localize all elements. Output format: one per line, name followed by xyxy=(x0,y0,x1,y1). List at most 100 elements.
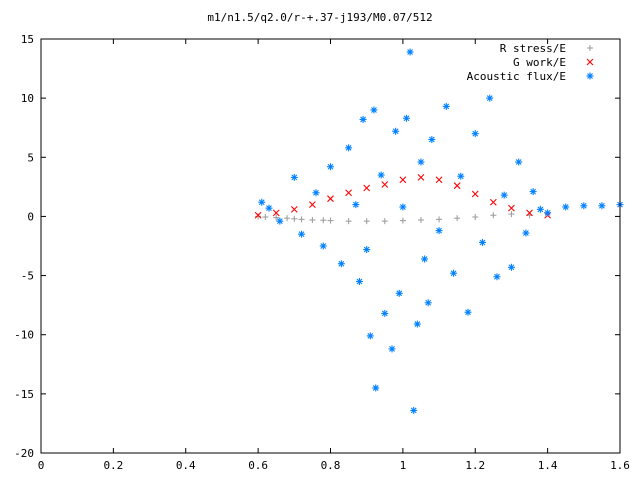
data-point xyxy=(255,213,262,220)
data-point xyxy=(352,201,360,209)
x-tick-label: 1 xyxy=(400,459,407,472)
star-d2 xyxy=(389,346,395,352)
data-point xyxy=(457,172,465,180)
data-point xyxy=(453,182,461,190)
cross-b xyxy=(471,190,479,198)
x-tick-label: 0.2 xyxy=(103,459,123,472)
y-tick-label: 15 xyxy=(21,33,34,46)
x-tick-label: 0.6 xyxy=(248,459,268,472)
star-d2 xyxy=(544,209,551,216)
cross-b xyxy=(327,195,334,203)
data-point xyxy=(355,277,363,285)
data-point xyxy=(454,215,461,222)
star-d2 xyxy=(363,246,370,253)
data-point xyxy=(395,289,403,297)
x-tick-label: 0.4 xyxy=(176,459,196,472)
star-d2 xyxy=(523,230,529,236)
star-d2 xyxy=(486,95,493,102)
data-point xyxy=(472,214,479,221)
star-d2 xyxy=(396,290,403,297)
data-point xyxy=(276,217,284,225)
star-d2 xyxy=(352,201,359,208)
data-point xyxy=(464,308,472,316)
series-acoustic-flux-e xyxy=(258,48,624,414)
data-point xyxy=(381,309,389,317)
legend-marker xyxy=(587,45,593,51)
star-d2 xyxy=(418,159,424,165)
star-d2 xyxy=(465,309,471,316)
data-point xyxy=(309,201,316,208)
data-point xyxy=(309,216,316,223)
data-point xyxy=(399,217,406,224)
legend-label: Acoustic flux/E xyxy=(467,70,566,83)
star-d2 xyxy=(381,310,388,317)
cross-b xyxy=(290,205,298,213)
data-point xyxy=(413,320,421,328)
star-d2 xyxy=(320,243,327,249)
legend-marker xyxy=(586,58,594,66)
data-point xyxy=(486,94,494,102)
star-d2 xyxy=(291,174,298,181)
data-point xyxy=(284,215,291,222)
cross-b xyxy=(272,209,280,217)
star-d2 xyxy=(392,128,399,135)
data-point xyxy=(359,115,367,123)
star-d2 xyxy=(266,205,272,212)
data-point xyxy=(363,184,371,192)
data-point xyxy=(424,299,432,307)
data-point xyxy=(450,269,458,277)
star-d2 xyxy=(276,218,283,225)
data-point xyxy=(406,48,414,56)
data-point xyxy=(337,260,345,268)
data-point xyxy=(580,202,588,210)
data-point xyxy=(372,384,380,392)
star-d2 xyxy=(298,231,305,238)
data-point xyxy=(436,216,443,223)
data-point xyxy=(327,163,334,171)
cross-b xyxy=(508,204,515,212)
y-tick-label: -5 xyxy=(21,270,34,283)
data-point xyxy=(428,136,436,144)
star-d2 xyxy=(428,136,435,143)
x-tick-label: 0.8 xyxy=(321,459,341,472)
data-point xyxy=(417,158,425,166)
data-point xyxy=(526,209,533,217)
y-tick-label: 10 xyxy=(21,92,34,105)
legend-label: R stress/E xyxy=(500,42,566,55)
star-d2 xyxy=(356,278,363,285)
data-point xyxy=(320,217,327,224)
data-point xyxy=(417,174,425,181)
star-d2 xyxy=(443,103,450,110)
data-point xyxy=(258,198,266,206)
data-point xyxy=(254,211,262,219)
data-point xyxy=(265,204,273,212)
star-d2 xyxy=(371,107,377,113)
plot-layer xyxy=(254,48,624,414)
data-point xyxy=(327,217,334,224)
data-point xyxy=(478,238,486,246)
data-point xyxy=(273,214,280,221)
data-point xyxy=(290,205,298,213)
star-d2 xyxy=(360,116,366,123)
data-point xyxy=(272,209,280,217)
star-d2 xyxy=(501,192,508,199)
star-d2 xyxy=(450,270,457,277)
star-d2 xyxy=(378,172,385,178)
data-point xyxy=(381,181,389,188)
star-d2 xyxy=(472,130,479,137)
y-tick-label: -20 xyxy=(14,447,34,460)
data-point xyxy=(363,246,371,254)
series-g-work-e xyxy=(254,174,552,219)
data-point xyxy=(402,114,410,122)
data-point xyxy=(312,189,320,197)
data-point xyxy=(493,273,501,281)
star-d2 xyxy=(338,260,345,267)
star-d2 xyxy=(562,204,569,210)
data-point xyxy=(471,190,479,198)
cross-b xyxy=(526,209,533,217)
data-point xyxy=(388,345,396,353)
data-point xyxy=(417,216,424,223)
chart-title: m1/n1.5/q2.0/r-+.37-j193/M0.07/512 xyxy=(207,11,432,24)
